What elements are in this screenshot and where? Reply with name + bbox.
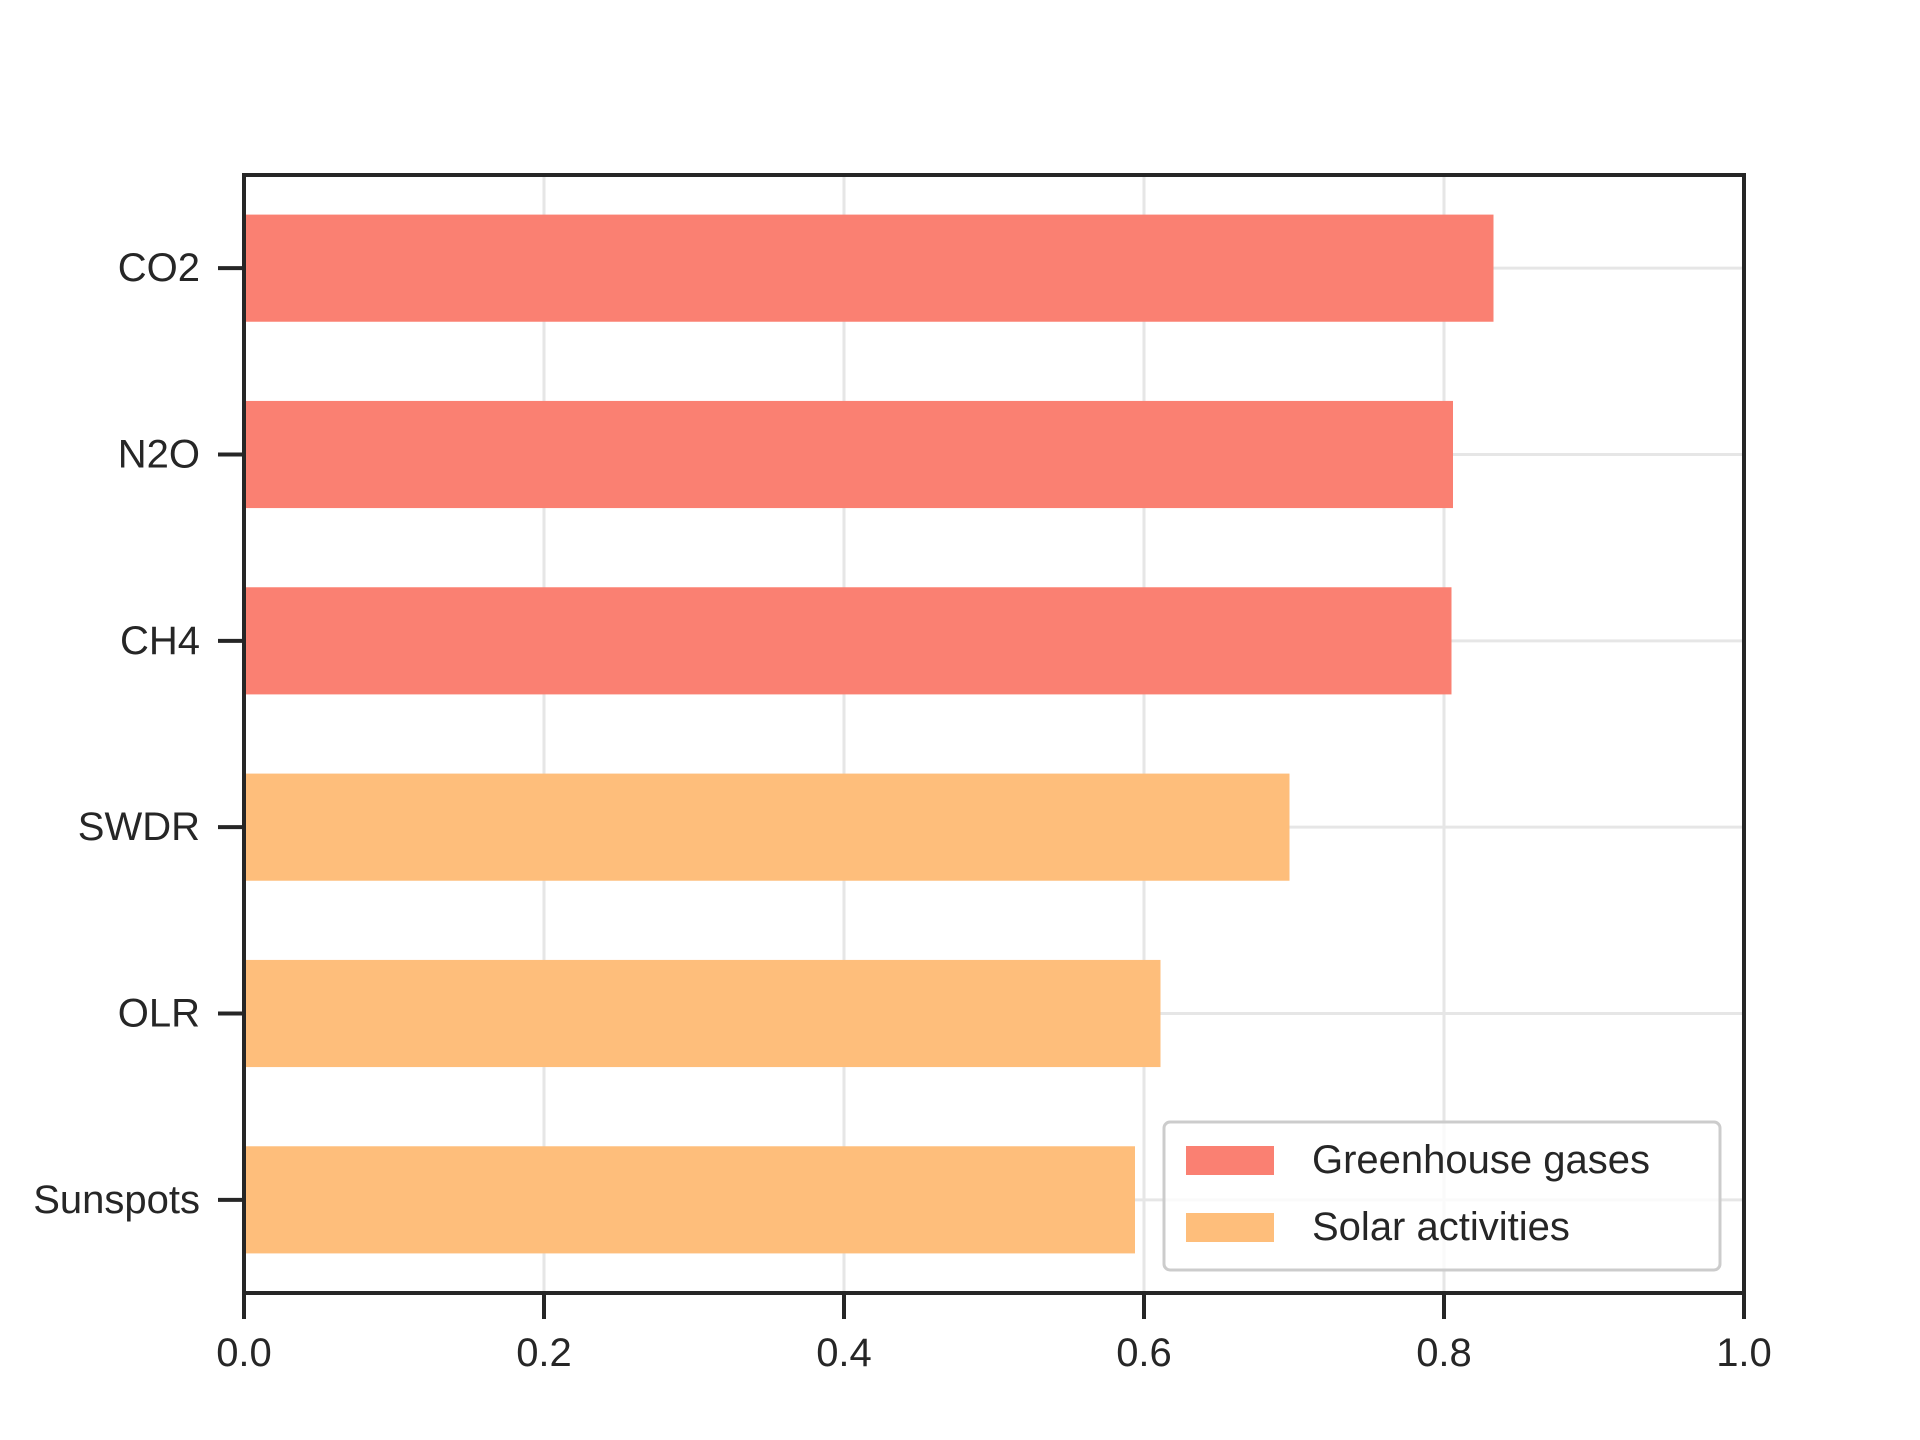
- y-tick-label: CO2: [118, 246, 200, 290]
- y-tick-label: SWDR: [78, 805, 200, 849]
- x-tick-label: 0.0: [216, 1331, 272, 1375]
- plot-frame: [242, 173, 1746, 1295]
- bar-sunspots: [244, 1146, 1135, 1254]
- bar-olr: [244, 959, 1161, 1068]
- bar-co2: [244, 214, 1494, 322]
- legend: Greenhouse gases Solar activities: [1162, 1120, 1722, 1272]
- y-tick-label: N2O: [118, 433, 200, 477]
- y-axis: CO2 N2O CH4 SWDR OLR Sunspots: [33, 246, 244, 1222]
- x-tick-label: 0.6: [1116, 1331, 1172, 1375]
- bars-group: [244, 214, 1494, 1254]
- legend-label: Greenhouse gases: [1312, 1138, 1650, 1182]
- y-tick-label: OLR: [118, 992, 200, 1036]
- bar-ch4: [244, 587, 1452, 695]
- y-tick-label: CH4: [120, 619, 200, 663]
- legend-swatch: [1186, 1213, 1274, 1242]
- x-tick-label: 1.0: [1716, 1331, 1772, 1375]
- x-tick-label: 0.8: [1416, 1331, 1472, 1375]
- x-tick-label: 0.2: [516, 1331, 572, 1375]
- x-tick-label: 0.4: [816, 1331, 872, 1375]
- x-axis: 0.0 0.2 0.4 0.6 0.8 1.0: [216, 1293, 1772, 1375]
- legend-box: [1162, 1120, 1722, 1272]
- legend-swatch: [1186, 1146, 1274, 1175]
- bar-swdr: [244, 773, 1290, 881]
- y-tick-label: Sunspots: [33, 1178, 200, 1222]
- legend-label: Solar activities: [1312, 1205, 1570, 1249]
- bar-n2o: [244, 400, 1453, 509]
